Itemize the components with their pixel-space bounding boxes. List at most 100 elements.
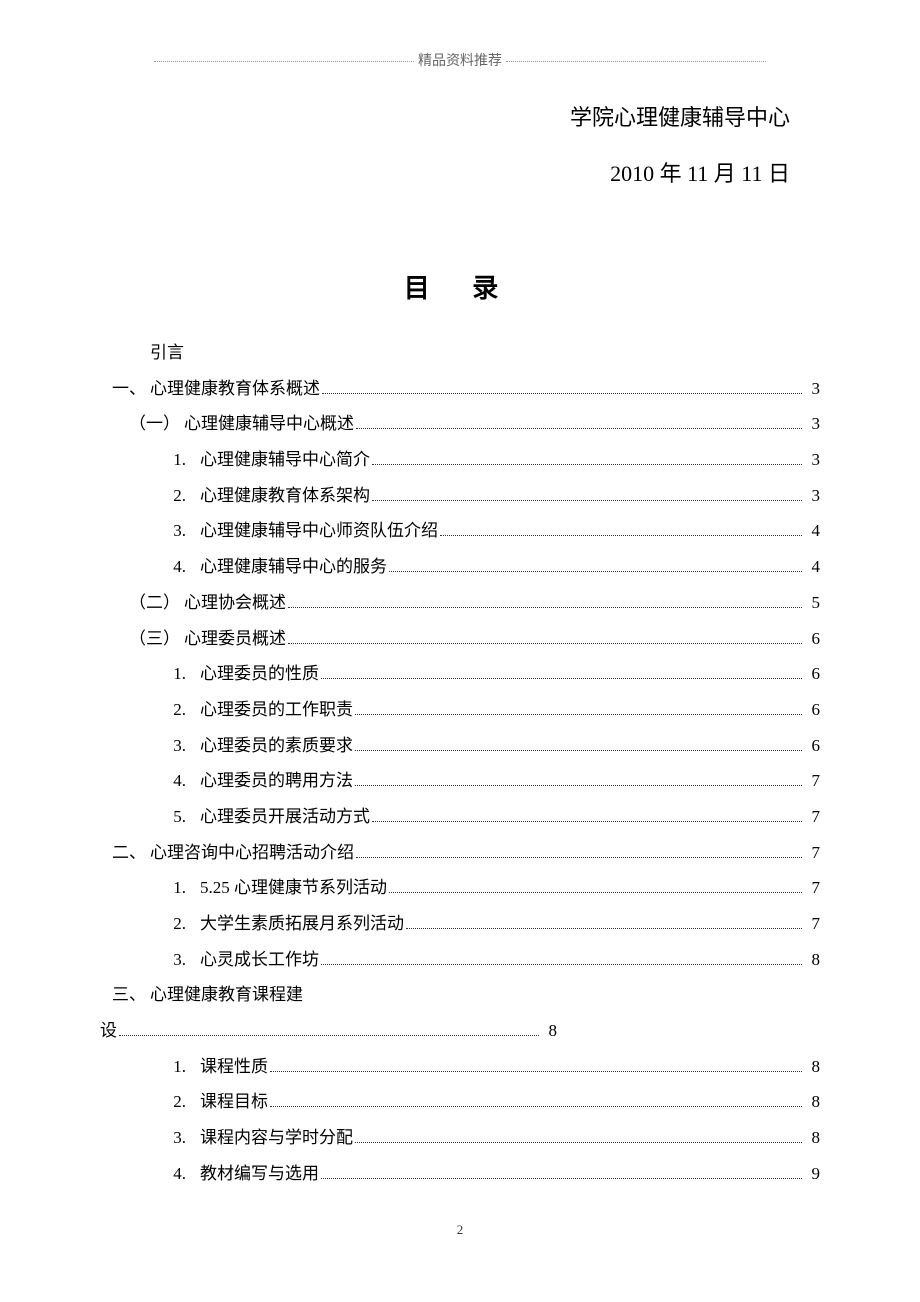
toc-intro-marker bbox=[100, 335, 146, 371]
toc-row-wrapped-1: 三、 心理健康教育课程建 bbox=[100, 977, 820, 1013]
toc-label: 心理健康辅导中心简介 bbox=[200, 442, 370, 478]
toc-label: 心理委员概述 bbox=[184, 621, 286, 657]
toc-label: 5.25 心理健康节系列活动 bbox=[200, 870, 387, 906]
toc-page: 9 bbox=[806, 1156, 820, 1192]
toc-dots bbox=[440, 535, 802, 536]
toc-marker: 2. bbox=[100, 692, 196, 728]
toc-marker: 2. bbox=[100, 906, 196, 942]
toc-row: 1.心理健康辅导中心简介3 bbox=[100, 442, 820, 478]
toc-row: （一）心理健康辅导中心概述3 bbox=[100, 406, 820, 442]
toc-label: 心理咨询中心招聘活动介绍 bbox=[150, 835, 354, 871]
toc-marker: （二） bbox=[100, 585, 180, 621]
document-date: 2010 年 11 月 11 日 bbox=[100, 156, 820, 188]
toc-marker: 3. bbox=[100, 513, 196, 549]
toc-marker: 1. bbox=[100, 442, 196, 478]
toc-marker: 3. bbox=[100, 1120, 196, 1156]
toc-marker: 二、 bbox=[100, 835, 146, 871]
toc-row: 4.教材编写与选用9 bbox=[100, 1156, 820, 1192]
toc-dots bbox=[356, 428, 802, 429]
toc-dots bbox=[321, 964, 802, 965]
toc-row: 3.心理健康辅导中心师资队伍介绍4 bbox=[100, 513, 820, 549]
toc-dots bbox=[372, 464, 802, 465]
toc-page: 3 bbox=[806, 371, 820, 407]
toc-page: 3 bbox=[806, 406, 820, 442]
toc-row: （三）心理委员概述6 bbox=[100, 621, 820, 657]
toc-title: 目 录 bbox=[100, 268, 820, 305]
toc-intro-label: 引言 bbox=[150, 335, 184, 371]
toc-dots bbox=[288, 643, 802, 644]
toc-dots bbox=[355, 1142, 802, 1143]
toc-page: 8 bbox=[806, 1084, 820, 1120]
toc-marker: 一、 bbox=[100, 371, 146, 407]
toc-label: 心理委员开展活动方式 bbox=[200, 799, 370, 835]
toc-label: 大学生素质拓展月系列活动 bbox=[200, 906, 404, 942]
toc-marker: 2. bbox=[100, 1084, 196, 1120]
toc-marker: 2. bbox=[100, 478, 196, 514]
toc-dots bbox=[119, 1035, 539, 1036]
toc-page: 8 bbox=[806, 1120, 820, 1156]
toc-dots bbox=[288, 607, 802, 608]
toc-dots bbox=[321, 678, 802, 679]
toc-page: 4 bbox=[806, 549, 820, 585]
toc-label: 课程内容与学时分配 bbox=[200, 1120, 353, 1156]
toc-marker: 3. bbox=[100, 942, 196, 978]
toc-label: 心理健康辅导中心的服务 bbox=[200, 549, 387, 585]
toc-dots bbox=[270, 1071, 802, 1072]
toc-dots bbox=[322, 393, 802, 394]
toc-label: 心理委员的素质要求 bbox=[200, 728, 353, 764]
toc-page: 6 bbox=[806, 728, 820, 764]
toc-label: 心理健康辅导中心师资队伍介绍 bbox=[200, 513, 438, 549]
toc-label: 心理健康教育体系架构 bbox=[200, 478, 370, 514]
toc-label-continuation: 设 bbox=[100, 1013, 117, 1049]
toc-page: 5 bbox=[806, 585, 820, 621]
toc-dots bbox=[389, 571, 802, 572]
toc-page: 7 bbox=[806, 763, 820, 799]
header-text: 精品资料推荐 bbox=[150, 50, 770, 70]
toc-page: 7 bbox=[806, 906, 820, 942]
toc-marker: 4. bbox=[100, 763, 196, 799]
toc-label: 心灵成长工作坊 bbox=[200, 942, 319, 978]
toc-page: 7 bbox=[806, 799, 820, 835]
toc-dots bbox=[356, 857, 802, 858]
toc-page: 8 bbox=[806, 1049, 820, 1085]
toc-label: 教材编写与选用 bbox=[200, 1156, 319, 1192]
toc-label: 心理健康教育体系概述 bbox=[150, 371, 320, 407]
toc-row: 3.心理委员的素质要求 6 bbox=[100, 728, 820, 764]
toc-row: 1.5.25 心理健康节系列活动7 bbox=[100, 870, 820, 906]
toc-dots bbox=[355, 714, 802, 715]
toc-row: 一、心理健康教育体系概述 3 bbox=[100, 371, 820, 407]
toc-label: 课程目标 bbox=[200, 1084, 268, 1120]
toc-dots bbox=[355, 785, 802, 786]
toc-page: 6 bbox=[806, 692, 820, 728]
toc-page: 7 bbox=[806, 835, 820, 871]
toc-marker: 1. bbox=[100, 656, 196, 692]
toc-dots bbox=[321, 1178, 802, 1179]
toc-label: 课程性质 bbox=[200, 1049, 268, 1085]
toc-intro-row: 引言 bbox=[100, 335, 820, 371]
toc-row: 2.心理健康教育体系架构3 bbox=[100, 478, 820, 514]
toc-marker: 1. bbox=[100, 870, 196, 906]
toc-row: 3.心灵成长工作坊 8 bbox=[100, 942, 820, 978]
toc-dots bbox=[372, 821, 802, 822]
organization-title: 学院心理健康辅导中心 bbox=[100, 100, 820, 132]
toc-dots bbox=[355, 750, 802, 751]
toc-row: 二、心理咨询中心招聘活动介绍 7 bbox=[100, 835, 820, 871]
page-number: 2 bbox=[100, 1222, 820, 1238]
toc-marker: 5. bbox=[100, 799, 196, 835]
toc-page: 8 bbox=[806, 942, 820, 978]
toc-row: 4.心理健康辅导中心的服务4 bbox=[100, 549, 820, 585]
toc-dots bbox=[389, 892, 802, 893]
toc-row: 2.大学生素质拓展月系列活动 7 bbox=[100, 906, 820, 942]
toc-label: 心理协会概述 bbox=[184, 585, 286, 621]
toc-marker: 3. bbox=[100, 728, 196, 764]
toc-label: 心理委员的聘用方法 bbox=[200, 763, 353, 799]
toc-label: 心理委员的工作职责 bbox=[200, 692, 353, 728]
toc-marker: 1. bbox=[100, 1049, 196, 1085]
toc-list: 一、心理健康教育体系概述3（一）心理健康辅导中心概述31.心理健康辅导中心简介3… bbox=[100, 371, 820, 978]
toc-row: （二）心理协会概述 5 bbox=[100, 585, 820, 621]
toc-dots bbox=[406, 928, 802, 929]
toc-row: 1.心理委员的性质6 bbox=[100, 656, 820, 692]
toc-row-wrapped-2: 设 8 bbox=[100, 1013, 820, 1049]
toc-label: 心理健康教育课程建 bbox=[150, 977, 303, 1013]
toc-page: 6 bbox=[806, 656, 820, 692]
